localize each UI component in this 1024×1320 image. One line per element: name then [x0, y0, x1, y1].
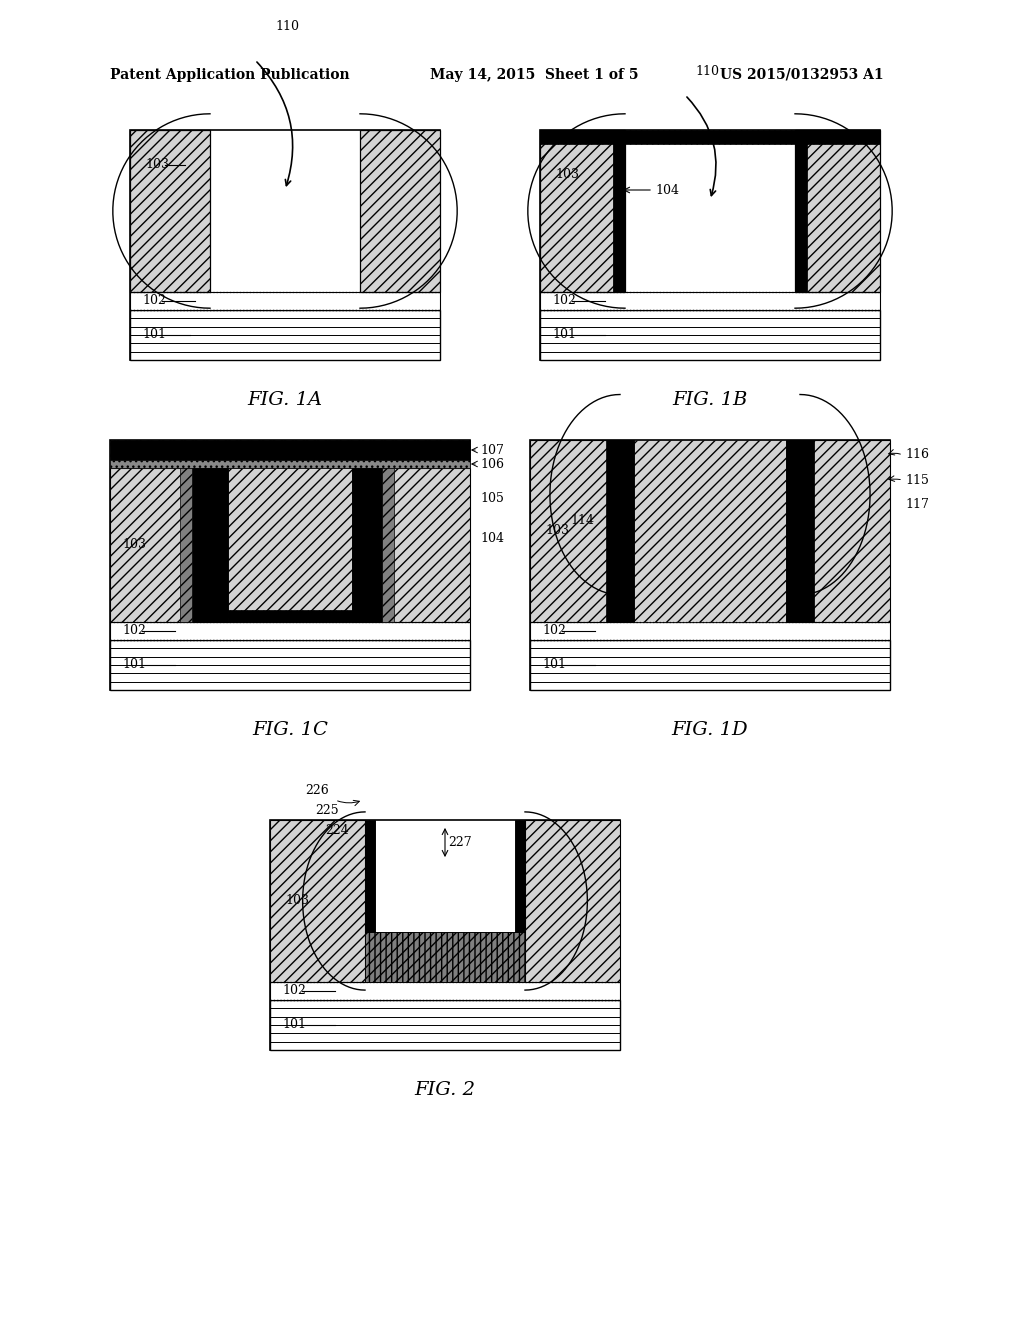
Bar — [130, 129, 440, 360]
Text: 102: 102 — [122, 624, 145, 638]
Bar — [130, 310, 440, 360]
Bar — [228, 469, 352, 622]
Bar — [606, 440, 620, 622]
Text: 110: 110 — [275, 20, 299, 33]
Text: 110: 110 — [695, 65, 719, 78]
Text: FIG. 1B: FIG. 1B — [673, 391, 748, 409]
Bar — [800, 440, 890, 622]
Bar — [540, 292, 880, 310]
Bar — [530, 440, 620, 622]
Text: 116: 116 — [905, 449, 929, 462]
Text: Patent Application Publication: Patent Application Publication — [110, 69, 349, 82]
Text: 103: 103 — [122, 539, 146, 552]
Text: US 2015/0132953 A1: US 2015/0132953 A1 — [720, 69, 884, 82]
Text: 102: 102 — [282, 985, 306, 998]
Bar — [540, 129, 880, 144]
Text: 104: 104 — [480, 532, 504, 544]
Bar — [130, 129, 210, 292]
Bar — [620, 440, 800, 622]
Text: 103: 103 — [545, 524, 569, 536]
Text: 101: 101 — [552, 329, 575, 342]
Text: 225: 225 — [315, 804, 339, 817]
Text: 103: 103 — [145, 158, 169, 172]
Bar — [193, 469, 210, 622]
Text: 115: 115 — [905, 474, 929, 487]
Bar — [228, 610, 352, 622]
Text: 107: 107 — [480, 444, 504, 457]
Bar — [110, 622, 470, 640]
Text: 102: 102 — [142, 294, 166, 308]
Bar — [365, 932, 525, 982]
Bar — [530, 640, 890, 690]
Bar — [515, 820, 525, 932]
Text: 103: 103 — [555, 169, 579, 181]
Text: May 14, 2015  Sheet 1 of 5: May 14, 2015 Sheet 1 of 5 — [430, 69, 639, 82]
Text: 104: 104 — [655, 183, 679, 197]
Bar — [270, 820, 365, 982]
Bar — [360, 129, 440, 292]
Text: 117: 117 — [905, 499, 929, 511]
Bar — [352, 469, 370, 622]
Bar — [540, 310, 880, 360]
Bar — [375, 820, 515, 932]
Text: 224: 224 — [325, 824, 349, 837]
Bar — [110, 469, 210, 622]
Text: 101: 101 — [122, 659, 146, 672]
Text: 102: 102 — [552, 294, 575, 308]
Text: FIG. 2: FIG. 2 — [415, 1081, 475, 1100]
Bar — [110, 440, 470, 459]
Text: FIG. 1C: FIG. 1C — [252, 721, 328, 739]
Bar — [795, 129, 880, 292]
Bar — [530, 622, 890, 640]
Bar — [110, 440, 470, 690]
Text: FIG. 1A: FIG. 1A — [248, 391, 323, 409]
Bar — [370, 469, 388, 622]
Text: FIG. 1D: FIG. 1D — [672, 721, 749, 739]
Bar — [540, 129, 880, 360]
Bar — [634, 440, 786, 622]
Bar — [270, 982, 620, 1001]
Bar — [365, 932, 525, 982]
Bar — [210, 469, 228, 622]
Bar — [800, 440, 814, 622]
Bar — [210, 469, 370, 622]
Text: 106: 106 — [480, 458, 504, 470]
Bar — [382, 469, 394, 622]
Bar — [525, 820, 620, 982]
Bar — [180, 469, 193, 622]
Text: 101: 101 — [282, 1019, 306, 1031]
Bar — [270, 820, 620, 1049]
Text: 105: 105 — [480, 491, 504, 504]
Text: 227: 227 — [449, 836, 472, 849]
Bar — [110, 459, 470, 469]
Bar — [270, 1001, 620, 1049]
Bar — [530, 440, 890, 690]
Bar — [365, 820, 375, 932]
Bar — [540, 129, 625, 292]
Bar — [130, 292, 440, 310]
Bar — [110, 640, 470, 690]
Bar — [620, 440, 634, 622]
Text: 101: 101 — [542, 659, 566, 672]
Bar — [786, 440, 800, 622]
Bar — [370, 469, 470, 622]
Text: 102: 102 — [542, 624, 566, 638]
Bar — [613, 129, 625, 292]
Text: 103: 103 — [285, 894, 309, 907]
Bar — [795, 129, 807, 292]
Text: 101: 101 — [142, 329, 166, 342]
Text: 226: 226 — [305, 784, 329, 796]
Text: 114: 114 — [570, 513, 594, 527]
